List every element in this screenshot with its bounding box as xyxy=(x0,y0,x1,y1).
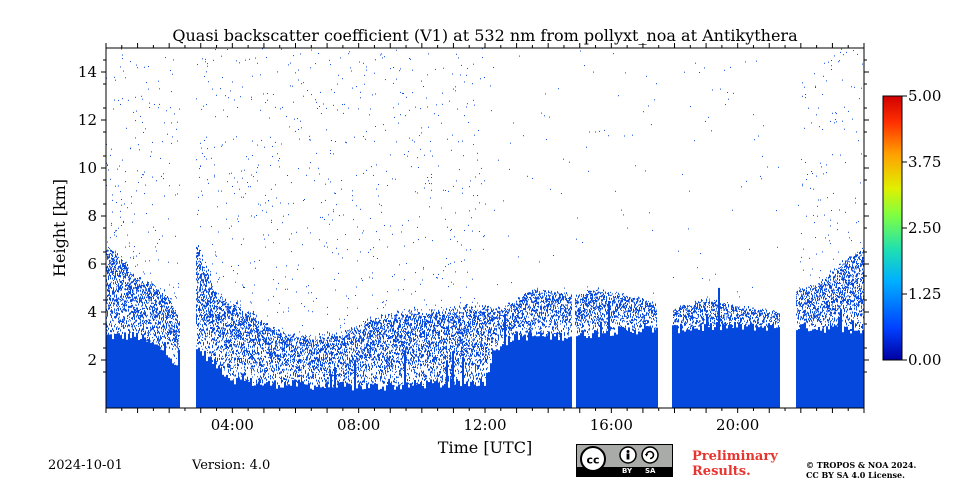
colorbar xyxy=(882,95,903,361)
x-axis-ticks: 04:00 08:00 12:00 16:00 20:00 xyxy=(105,43,865,434)
colorbar-tick-label: 1.25 xyxy=(908,285,941,303)
x-tick-label: 08:00 xyxy=(337,416,380,434)
x-tick-label: 16:00 xyxy=(590,416,633,434)
copyright-line1: © TROPOS & NOA 2024. xyxy=(806,460,917,470)
copyright-line2: CC BY SA 4.0 License. xyxy=(806,470,905,480)
plot-area xyxy=(106,48,864,408)
colorbar-ticks: 0.00 1.25 2.50 3.75 5.00 xyxy=(902,87,941,369)
y-tick-label: 6 xyxy=(87,255,97,273)
cc-license-badge: cc BY SA xyxy=(576,444,673,477)
preliminary-line2: Results. xyxy=(692,464,751,479)
x-tick-label: 20:00 xyxy=(716,416,759,434)
y-tick-label: 10 xyxy=(78,159,97,177)
signal-speckle xyxy=(106,48,864,388)
y-axis-ticks: 2 4 6 8 10 12 14 xyxy=(78,59,869,373)
date-label: 2024-10-01 xyxy=(48,458,123,473)
sa-icon xyxy=(641,446,659,464)
colorbar-tick-label: 0.00 xyxy=(908,351,941,369)
y-tick-label: 8 xyxy=(87,207,97,225)
signal-fill xyxy=(106,287,864,408)
cc-by-label: BY xyxy=(622,467,633,475)
version-label: Version: 4.0 xyxy=(192,458,271,473)
colorbar-tick-label: 3.75 xyxy=(908,153,941,171)
cc-badge-graphic: cc xyxy=(577,446,672,476)
y-tick-label: 2 xyxy=(87,351,97,369)
x-tick-label: 04:00 xyxy=(211,416,254,434)
cc-sa-label: SA xyxy=(645,467,656,475)
colorbar-tick-label: 2.50 xyxy=(908,219,941,237)
chart-title: Quasi backscatter coefficient (V1) at 53… xyxy=(172,26,798,45)
colorbar-tick-label: 5.00 xyxy=(908,87,941,105)
y-tick-label: 12 xyxy=(78,111,97,129)
x-tick-label: 12:00 xyxy=(463,416,506,434)
y-axis-label: Height [km] xyxy=(50,179,69,277)
cc-icon xyxy=(580,446,606,472)
preliminary-line1: Preliminary xyxy=(692,449,778,464)
x-axis-label: Time [UTC] xyxy=(438,438,532,457)
y-tick-label: 14 xyxy=(78,63,97,81)
y-tick-label: 4 xyxy=(87,303,97,321)
